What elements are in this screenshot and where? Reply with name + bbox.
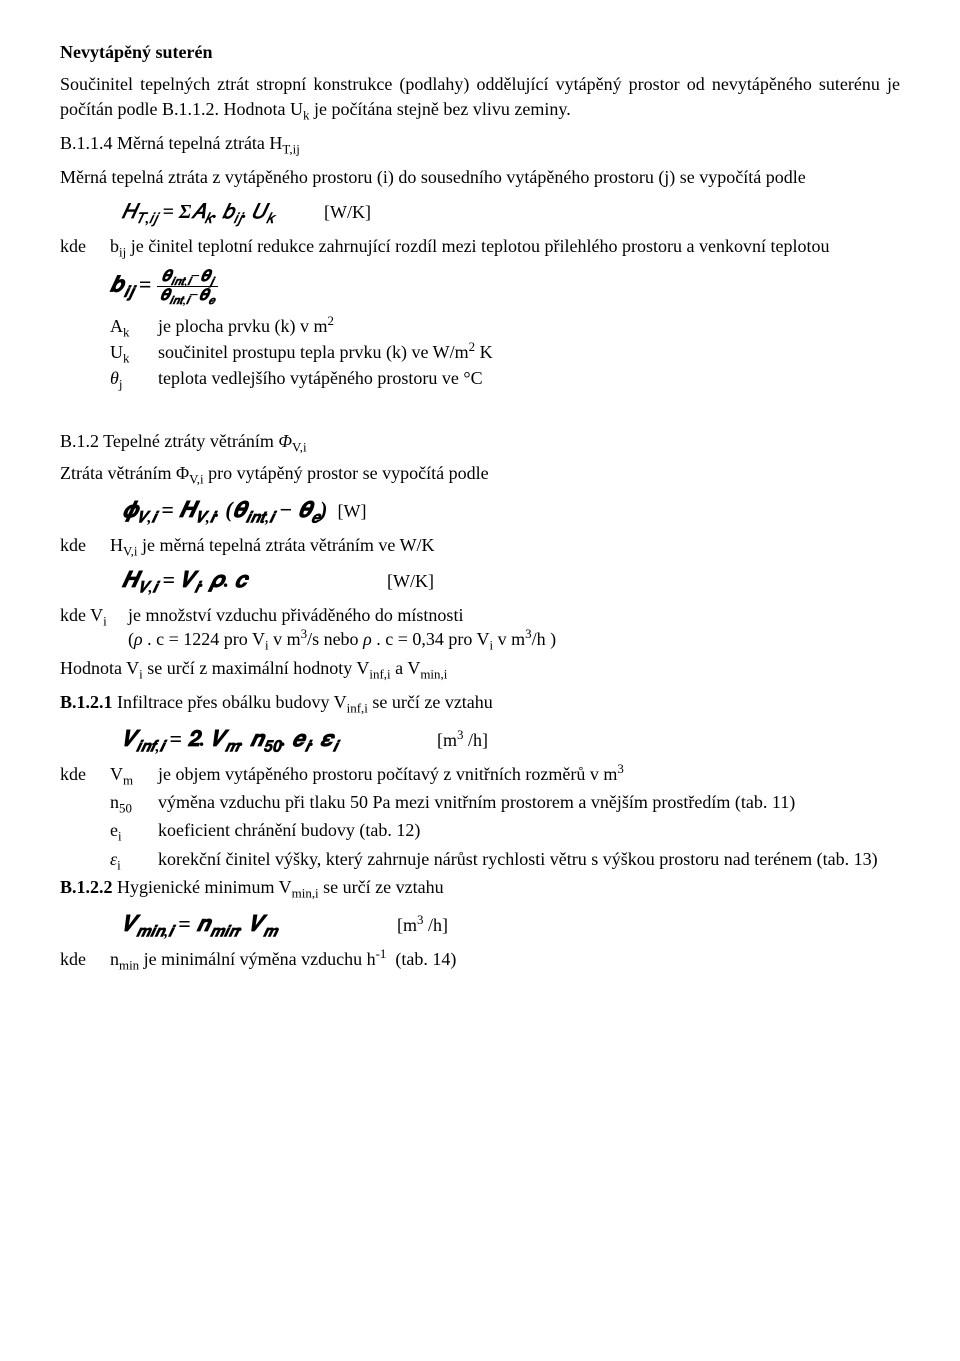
kde-label: kde [60, 947, 110, 971]
text: Ztráta větráním Φ [60, 463, 189, 483]
sub: m [123, 772, 133, 787]
sub: i [117, 857, 121, 872]
kde-label [60, 790, 110, 814]
kde-body: je množství vzduchu přiváděného do místn… [128, 603, 900, 652]
heading-basement: Nevytápěný suterén [60, 40, 900, 64]
formula-text: 𝝓𝑽,𝒊 = 𝑯𝑽,𝒊. (𝜽𝒊𝒏𝒕,𝒊 − 𝜽𝒆) [122, 495, 327, 525]
sub: ij [119, 245, 126, 260]
text: se určí ze vztahu [319, 877, 444, 897]
heading-b121: B.1.2.1 Infiltrace přes obálku budovy Vi… [60, 690, 900, 714]
formula-vinf: 𝑽𝒊𝒏𝒇,𝒊 = 𝟐. 𝑽𝒎. 𝒏𝟓𝟎. 𝒆𝒊. 𝜺𝒊 [m3 /h] [122, 724, 900, 754]
sub: V,i [123, 544, 138, 559]
sym-label: εi [110, 847, 158, 871]
text: Hygienické minimum V [113, 877, 292, 897]
sub: k [123, 324, 129, 339]
text: B.1.1.4 Měrná tepelná ztráta H [60, 133, 282, 153]
sym-label: θj [110, 366, 158, 390]
sym-body: součinitel prostupu tepla prvku (k) ve W… [158, 340, 900, 364]
formula-vmin: 𝑽𝒎𝒊𝒏,𝒊 = 𝒏𝒎𝒊𝒏. 𝑽𝒎 [m3 /h] [122, 909, 900, 939]
sub: i [103, 614, 107, 629]
para-b114: Měrná tepelná ztráta z vytápěného prosto… [60, 165, 900, 189]
kde-body: HV,i je měrná tepelná ztráta větráním ve… [110, 533, 900, 557]
kde-label: kde Vi [60, 603, 128, 652]
unit: [W] [337, 499, 366, 523]
kde-body: koeficient chránění budovy (tab. 12) [158, 818, 900, 842]
sym-label: Ak [110, 314, 158, 338]
sub: i [265, 638, 269, 653]
heading-b12: B.1.2 Tepelné ztráty větráním ΦV,i [60, 429, 900, 453]
sym-label: ei [110, 818, 158, 842]
kde-label [60, 847, 110, 871]
formula-text: 𝒃𝒊𝒋 = 𝜽𝒊𝒏𝒕,𝒊−𝜽𝒋 𝜽𝒊𝒏𝒕,𝒊−𝜽𝒆 [110, 269, 218, 304]
text: B.1.2.1 [60, 692, 113, 712]
sub: min [119, 958, 139, 973]
sub: V,i [189, 472, 204, 487]
text: je množství vzduchu přiváděného do místn… [128, 605, 463, 625]
sub: inf,i [369, 666, 390, 681]
kde-body: výměna vzduchu při tlaku 50 Pa mezi vnit… [158, 790, 900, 814]
kde-body: korekční činitel výšky, který zahrnuje n… [158, 847, 900, 871]
unit: [W/K] [324, 200, 371, 224]
unit: [m3 /h] [397, 913, 448, 937]
text: B.1.2 Tepelné ztráty větráním [60, 431, 278, 451]
formula-text: 𝑽𝒊𝒏𝒇,𝒊 = 𝟐. 𝑽𝒎. 𝒏𝟓𝟎. 𝒆𝒊. 𝜺𝒊 [122, 724, 337, 754]
sub: k [123, 351, 129, 366]
text: B.1.2.2 [60, 877, 113, 897]
sub: i [490, 638, 494, 653]
sub: i [118, 829, 122, 844]
sym-uk: Uk součinitel prostupu tepla prvku (k) v… [110, 340, 900, 364]
kde-label [60, 818, 110, 842]
para-basement: Součinitel tepelných ztrát stropní konst… [60, 72, 900, 121]
sub: inf,i [347, 700, 368, 715]
kde-ei: ei koeficient chránění budovy (tab. 12) [60, 818, 900, 842]
unit: [m3 /h] [437, 728, 488, 752]
formula-text: 𝑽𝒎𝒊𝒏,𝒊 = 𝒏𝒎𝒊𝒏. 𝑽𝒎 [122, 909, 277, 939]
kde-label: kde [60, 533, 110, 557]
formula-text: 𝑯𝑽,𝒊 = 𝑽𝒊. 𝝆. 𝒄 [122, 565, 247, 595]
kde-bij: kde bij je činitel teplotní redukce zahr… [60, 234, 900, 258]
text: se určí ze vztahu [368, 692, 493, 712]
sym-body: teplota vedlejšího vytápěného prostoru v… [158, 366, 900, 390]
kde-body: nmin je minimální výměna vzduchu h-1 (ta… [110, 947, 900, 971]
sym-label: Uk [110, 340, 158, 364]
formula-phi-vi: 𝝓𝑽,𝒊 = 𝑯𝑽,𝒊. (𝜽𝒊𝒏𝒕,𝒊 − 𝜽𝒆) [W] [122, 495, 900, 525]
sub: min,i [292, 886, 319, 901]
sym-theta-j: θj teplota vedlejšího vytápěného prostor… [110, 366, 900, 390]
kde-vm: kde Vm je objem vytápěného prostoru počí… [60, 762, 900, 786]
sub: 50 [119, 801, 132, 816]
sub: j [119, 377, 123, 392]
text: pro vytápěný prostor se vypočítá podle [204, 463, 489, 483]
kde-n50: n50 výměna vzduchu při tlaku 50 Pa mezi … [60, 790, 900, 814]
sym-label: n50 [110, 790, 158, 814]
para-vi-max: Hodnota Vi se určí z maximální hodnoty V… [60, 656, 900, 680]
sym-ak: Ak je plocha prvku (k) v m2 [110, 314, 900, 338]
text: se určí z maximální hodnoty V [143, 658, 370, 678]
text: a V [391, 658, 421, 678]
kde-label: kde [60, 234, 110, 258]
kde-body: je objem vytápěného prostoru počítavý z … [158, 762, 900, 786]
formula-text: 𝐻𝑇,𝑖𝑗 = Σ𝐴𝑘. 𝑏𝑖𝑗. 𝑈𝑘 [122, 199, 274, 226]
para-b12: Ztráta větráním ΦV,i pro vytápěný prosto… [60, 461, 900, 485]
kde-eps: εi korekční činitel výšky, který zahrnuj… [60, 847, 900, 871]
unit: [W/K] [387, 569, 434, 593]
kde-hvi: kde HV,i je měrná tepelná ztráta větrání… [60, 533, 900, 557]
sub: T,ij [282, 141, 299, 156]
sym-label: Vm [110, 762, 158, 786]
kde-body: bij je činitel teplotní redukce zahrnují… [110, 234, 900, 258]
text: je počítána stejně bez vlivu zeminy. [309, 99, 570, 119]
text: Hodnota V [60, 658, 139, 678]
heading-b114: B.1.1.4 Měrná tepelná ztráta HT,ij [60, 131, 900, 155]
kde-vi: kde Vi je množství vzduchu přiváděného d… [60, 603, 900, 652]
formula-htij: 𝐻𝑇,𝑖𝑗 = Σ𝐴𝑘. 𝑏𝑖𝑗. 𝑈𝑘 [W/K] [122, 199, 900, 226]
kde-label: kde [60, 762, 110, 786]
text: Infiltrace přes obálku budovy V [113, 692, 347, 712]
formula-bij: 𝒃𝒊𝒋 = 𝜽𝒊𝒏𝒕,𝒊−𝜽𝒋 𝜽𝒊𝒏𝒕,𝒊−𝜽𝒆 [110, 269, 900, 304]
formula-hvi: 𝑯𝑽,𝒊 = 𝑽𝒊. 𝝆. 𝒄 [W/K] [122, 565, 900, 595]
sub: V,i [292, 439, 307, 454]
sub: min,i [420, 666, 447, 681]
sym-body: je plocha prvku (k) v m2 [158, 314, 900, 338]
kde-nmin: kde nmin je minimální výměna vzduchu h-1… [60, 947, 900, 971]
heading-b122: B.1.2.2 Hygienické minimum Vmin,i se urč… [60, 875, 900, 899]
phi: Φ [278, 431, 292, 451]
